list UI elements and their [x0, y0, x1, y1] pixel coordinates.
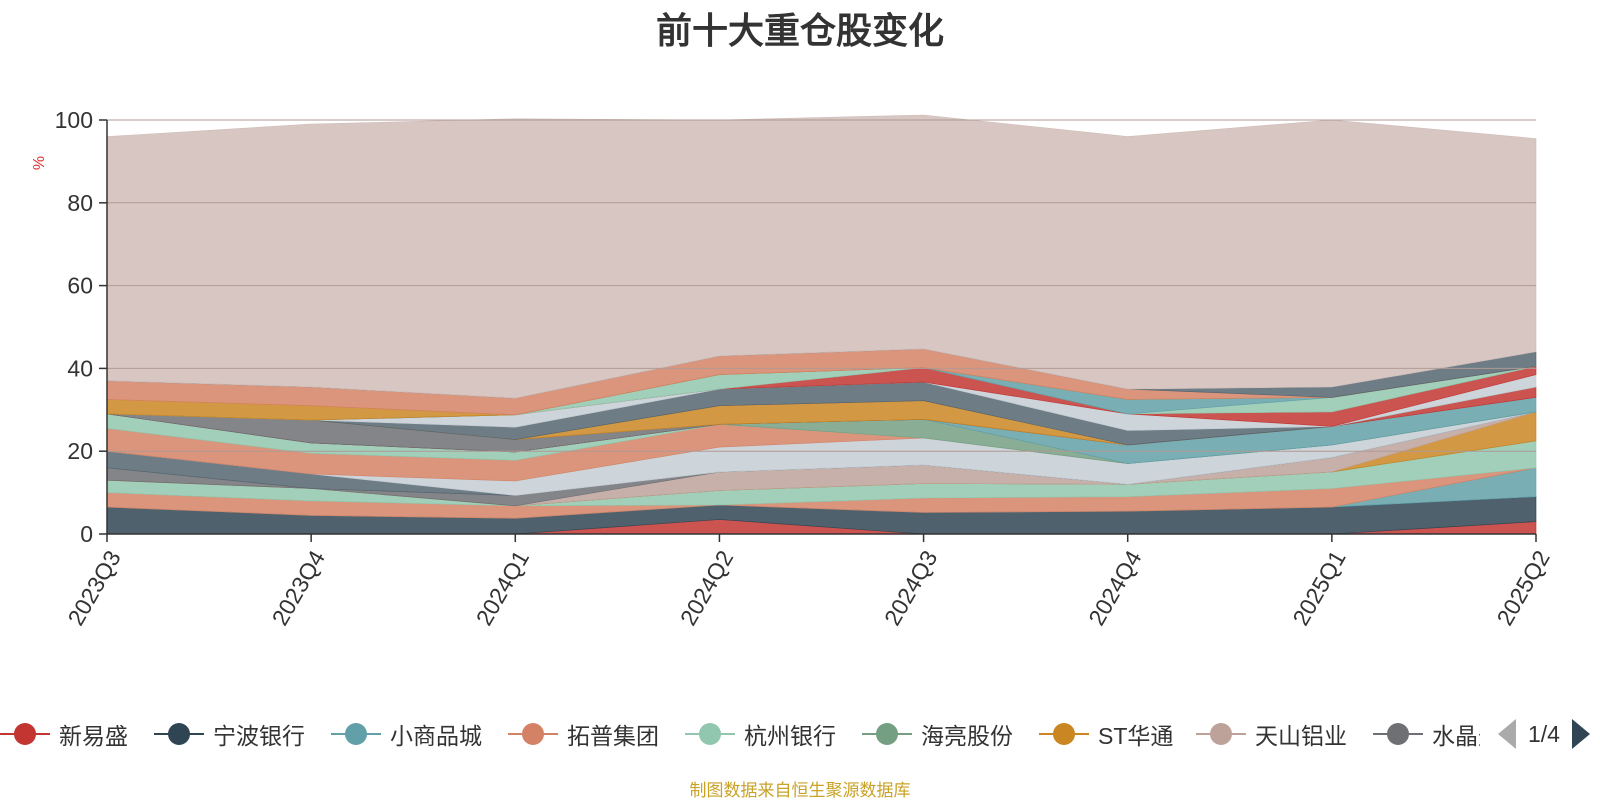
legend-label: 宁波银行: [213, 723, 305, 749]
legend-item-1[interactable]: 宁波银行: [154, 712, 305, 756]
x-tick-label-4: 2024Q3: [879, 546, 942, 630]
x-tick-label-7: 2025Q2: [1491, 546, 1554, 630]
legend-pager: 1/4: [1498, 718, 1590, 750]
legend-item-8[interactable]: 水晶光电: [1373, 712, 1480, 756]
legend-swatch-icon: [685, 722, 735, 746]
x-tick-label-6: 2025Q1: [1287, 546, 1350, 630]
legend-next-page-icon[interactable]: [1571, 719, 1590, 749]
legend-item-0[interactable]: 新易盛: [0, 712, 128, 756]
legend-label: 新易盛: [59, 723, 128, 749]
y-axis-label: %: [31, 156, 48, 170]
legend-swatch-icon: [331, 722, 381, 746]
y-tick-label-3: 60: [67, 273, 93, 299]
y-tick-label-4: 80: [67, 190, 93, 216]
y-tick-label-0: 0: [80, 521, 93, 547]
legend-label: 小商品城: [390, 723, 482, 749]
legend-label: ST华通: [1098, 723, 1174, 749]
legend-label: 天山铝业: [1255, 723, 1347, 749]
chart-title: 前十大重仓股变化: [655, 10, 944, 51]
x-tick-label-0: 2023Q3: [62, 546, 125, 630]
legend-swatch-icon: [1196, 722, 1246, 746]
legend-swatch-icon: [0, 722, 50, 746]
y-tick-label-5: 100: [55, 107, 93, 133]
legend-item-7[interactable]: 天山铝业: [1196, 712, 1347, 756]
legend-swatch-icon: [154, 722, 204, 746]
legend-label: 海亮股份: [921, 723, 1013, 749]
legend-items: 新易盛 宁波银行 小商品城 拓普集团 杭州银行 海亮股份 ST华通 天山铝业 水晶光电: [0, 712, 1480, 756]
legend-item-6[interactable]: ST华通: [1039, 712, 1173, 756]
y-tick-label-1: 20: [67, 438, 93, 464]
legend-item-3[interactable]: 拓普集团: [508, 712, 659, 756]
legend-swatch-icon: [1039, 722, 1089, 746]
stacked-area-chart: 0 20 40 60 80 100% 2023Q3 2023Q4 2024Q1 2024Q2 202…: [31, 107, 1555, 630]
legend-swatch-icon: [862, 722, 912, 746]
legend-page-indicator: 1/4: [1528, 720, 1560, 747]
x-tick-label-1: 2023Q4: [267, 546, 331, 630]
x-tick-label-3: 2024Q2: [675, 546, 738, 630]
legend: 新易盛 宁波银行 小商品城 拓普集团 杭州银行 海亮股份 ST华通 天山铝业 水晶光电 1/4: [0, 712, 1600, 756]
legend-prev-page-icon[interactable]: [1498, 719, 1516, 749]
legend-swatch-icon: [1373, 722, 1423, 746]
x-tick-label-5: 2024Q4: [1083, 546, 1147, 630]
x-tick-label-2: 2024Q1: [471, 546, 534, 630]
y-tick-label-2: 40: [67, 355, 93, 381]
legend-item-4[interactable]: 杭州银行: [685, 712, 836, 756]
legend-item-2[interactable]: 小商品城: [331, 712, 482, 756]
legend-label: 水晶光电: [1432, 723, 1480, 749]
source-note: 制图数据来自恒生聚源数据库: [689, 781, 911, 800]
legend-label: 拓普集团: [567, 723, 659, 749]
legend-item-5[interactable]: 海亮股份: [862, 712, 1013, 756]
legend-label: 杭州银行: [744, 723, 836, 749]
legend-swatch-icon: [508, 722, 558, 746]
